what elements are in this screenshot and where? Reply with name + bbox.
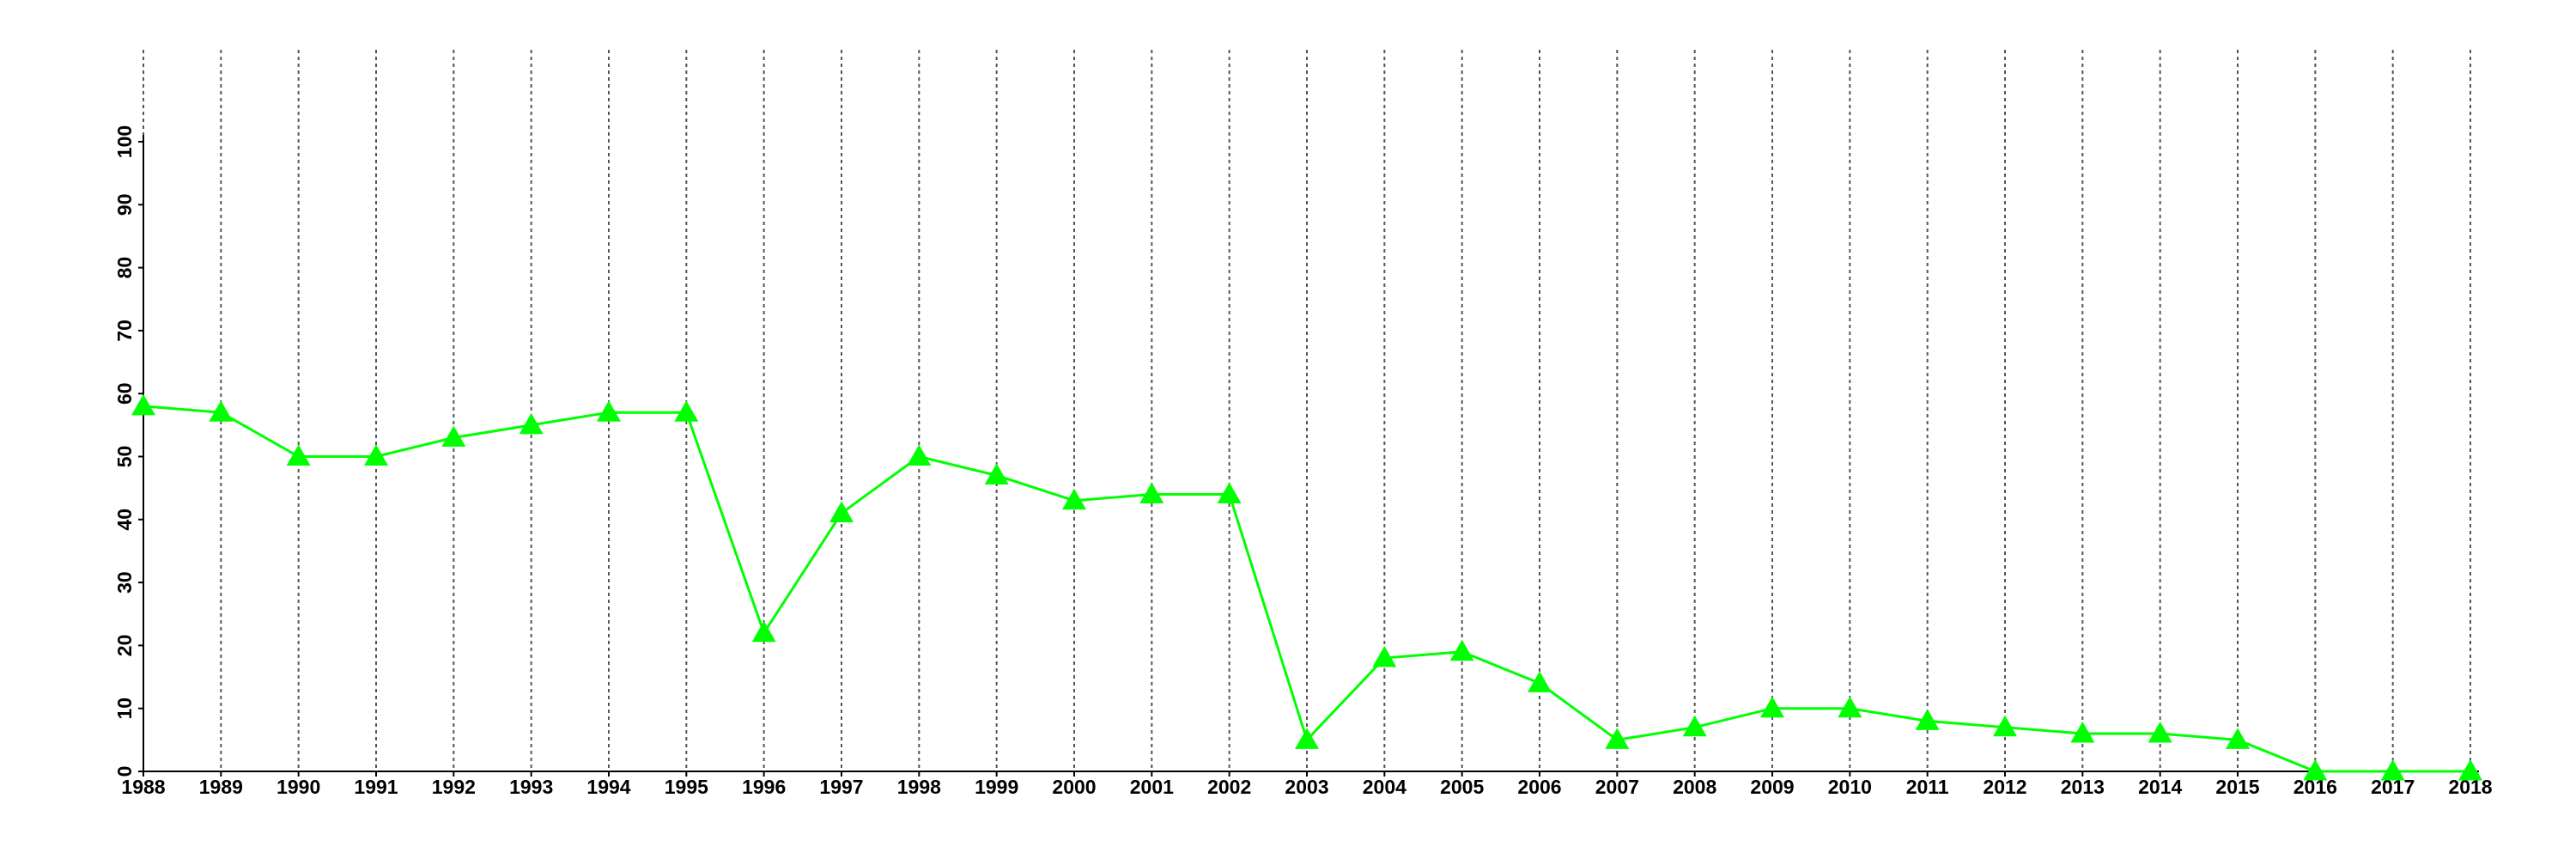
marker [2148,722,2172,743]
x-tick-label: 2003 [1285,776,1328,798]
x-tick-label: 1996 [742,776,786,798]
marker [2226,728,2250,749]
y-tick-label: 80 [113,257,136,279]
x-tick-label: 1990 [276,776,320,798]
x-tick-label: 1997 [819,776,863,798]
x-tick-label: 1991 [354,776,398,798]
x-tick-label: 2007 [1595,776,1639,798]
marker [1217,482,1242,503]
marker [1295,728,1319,749]
marker [829,501,854,522]
x-tick-label: 2013 [2061,776,2105,798]
x-tick-label: 1995 [665,776,708,798]
x-tick-label: 2001 [1130,776,1174,798]
marker [597,400,621,422]
marker [2380,759,2405,781]
x-tick-label: 1998 [897,776,941,798]
y-tick-label: 90 [113,194,136,216]
y-tick-label: 0 [113,766,136,777]
marker [1605,728,1630,749]
marker [209,400,234,422]
x-tick-label: 2006 [1517,776,1561,798]
marker [907,444,932,466]
y-tick-label: 100 [113,125,136,158]
x-tick-label: 2012 [1983,776,2026,798]
x-tick-label: 1988 [121,776,165,798]
marker [751,620,776,643]
marker [984,463,1009,484]
x-tick-label: 1994 [586,776,630,798]
x-tick-label: 1989 [199,776,243,798]
x-tick-label: 2004 [1363,776,1406,798]
y-tick-label: 40 [113,509,136,531]
marker [1760,696,1784,718]
marker [286,444,311,466]
marker [131,393,155,416]
marker [1838,696,1862,718]
marker [2458,759,2482,781]
marker [364,444,388,466]
marker [1372,646,1397,667]
x-tick-label: 2010 [1828,776,1872,798]
marker [1993,715,2017,737]
x-tick-label: 1993 [509,776,553,798]
marker [674,400,699,422]
marker [441,425,466,448]
x-tick-label: 2002 [1207,776,1251,798]
x-tick-label: 2014 [2138,776,2182,798]
marker [2303,759,2328,781]
y-tick-label: 10 [113,698,136,720]
marker [2070,722,2095,743]
marker [519,412,544,435]
x-tick-label: 2000 [1052,776,1096,798]
marker [1915,709,1940,730]
y-tick-label: 20 [113,635,136,657]
marker [1528,671,1552,692]
x-tick-label: 1992 [432,776,476,798]
x-tick-label: 2005 [1440,776,1484,798]
y-tick-label: 30 [113,571,136,594]
y-tick-label: 50 [113,446,136,468]
marker [1139,482,1164,503]
x-tick-label: 2008 [1673,776,1716,798]
x-tick-label: 2011 [1906,776,1949,798]
y-tick-label: 70 [113,320,136,342]
x-tick-label: 2009 [1750,776,1794,798]
marker [1449,639,1474,661]
marker [1062,488,1086,510]
y-tick-label: 60 [113,382,136,405]
x-tick-label: 2015 [2215,776,2259,798]
x-tick-label: 1999 [975,776,1018,798]
marker [1682,715,1707,737]
